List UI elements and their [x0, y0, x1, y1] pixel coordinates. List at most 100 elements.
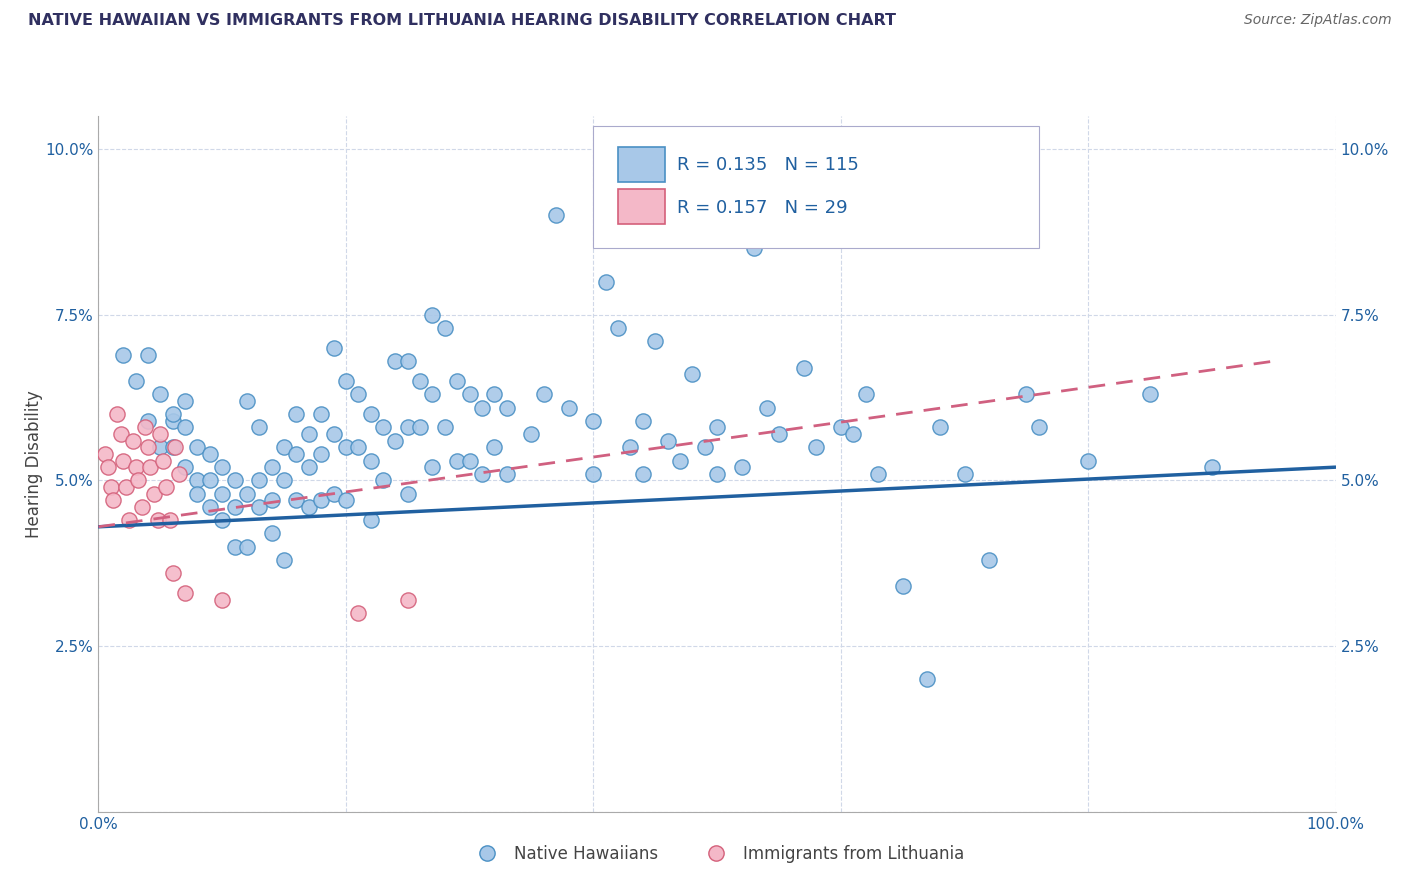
Point: [681, 368, 703, 382]
Point: [396, 592, 419, 607]
Point: [309, 493, 332, 508]
Point: [768, 427, 790, 442]
Point: [298, 460, 321, 475]
Point: [804, 440, 827, 454]
Point: [273, 553, 295, 567]
Point: [471, 401, 494, 415]
FancyBboxPatch shape: [619, 147, 665, 182]
Point: [105, 407, 128, 421]
Point: [458, 387, 481, 401]
Point: [396, 486, 419, 500]
Point: [124, 460, 146, 475]
Point: [780, 208, 803, 222]
Point: [211, 460, 233, 475]
Point: [236, 486, 259, 500]
Point: [335, 493, 357, 508]
Point: [422, 308, 444, 322]
Point: [384, 354, 406, 368]
Point: [174, 393, 197, 408]
Point: [347, 606, 370, 620]
Point: [917, 672, 939, 686]
Point: [162, 566, 184, 581]
Point: [360, 513, 382, 527]
Point: [149, 440, 172, 454]
Point: [309, 407, 332, 421]
Point: [224, 540, 246, 554]
Point: [347, 440, 370, 454]
Point: [174, 586, 197, 600]
Point: [112, 347, 135, 361]
Point: [979, 553, 1001, 567]
Point: [546, 208, 568, 222]
Point: [149, 427, 172, 442]
Point: [152, 453, 174, 467]
Point: [657, 434, 679, 448]
Point: [533, 387, 555, 401]
Y-axis label: Hearing Disability: Hearing Disability: [25, 390, 44, 538]
Point: [260, 493, 283, 508]
Point: [335, 374, 357, 388]
Point: [186, 486, 208, 500]
Point: [112, 453, 135, 467]
Point: [1077, 453, 1099, 467]
Point: [607, 321, 630, 335]
Point: [136, 347, 159, 361]
Point: [495, 401, 517, 415]
Point: [93, 447, 115, 461]
Point: [484, 440, 506, 454]
Point: [422, 387, 444, 401]
Point: [127, 474, 149, 488]
Point: [409, 374, 432, 388]
Point: [149, 387, 172, 401]
Point: [162, 414, 184, 428]
Point: [224, 500, 246, 514]
Point: [247, 500, 270, 514]
Point: [446, 453, 468, 467]
Point: [644, 334, 666, 349]
Point: [174, 460, 197, 475]
Point: [830, 420, 852, 434]
Point: [309, 447, 332, 461]
Point: [103, 493, 125, 508]
Point: [742, 242, 765, 256]
Point: [471, 467, 494, 481]
Point: [136, 440, 159, 454]
Point: [260, 526, 283, 541]
FancyBboxPatch shape: [593, 127, 1039, 248]
Point: [162, 440, 184, 454]
Point: [114, 480, 136, 494]
Point: [273, 440, 295, 454]
Point: [842, 427, 865, 442]
Point: [619, 440, 641, 454]
Point: [236, 393, 259, 408]
Point: [224, 474, 246, 488]
Point: [595, 275, 617, 289]
Point: [174, 420, 197, 434]
Point: [298, 500, 321, 514]
Point: [631, 414, 654, 428]
Point: [211, 513, 233, 527]
Point: [458, 453, 481, 467]
Point: [198, 447, 221, 461]
Point: [322, 341, 344, 355]
Point: [322, 427, 344, 442]
Point: [484, 387, 506, 401]
Point: [322, 486, 344, 500]
Text: R = 0.135   N = 115: R = 0.135 N = 115: [678, 156, 859, 174]
FancyBboxPatch shape: [619, 189, 665, 224]
Point: [1139, 387, 1161, 401]
Point: [1201, 460, 1223, 475]
Point: [298, 427, 321, 442]
Point: [360, 407, 382, 421]
Point: [162, 407, 184, 421]
Point: [631, 467, 654, 481]
Point: [371, 420, 394, 434]
Point: [928, 420, 950, 434]
Point: [139, 460, 162, 475]
Point: [236, 540, 259, 554]
Point: [396, 354, 419, 368]
Point: [97, 460, 120, 475]
Point: [100, 480, 122, 494]
Point: [211, 486, 233, 500]
Point: [384, 434, 406, 448]
